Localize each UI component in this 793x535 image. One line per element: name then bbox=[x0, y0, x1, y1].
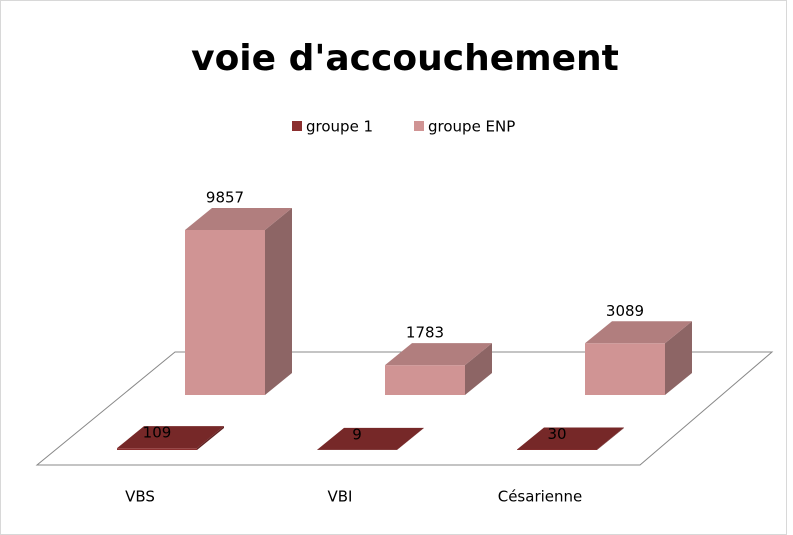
bar-top bbox=[117, 426, 224, 449]
legend-label: groupe ENP bbox=[428, 118, 515, 136]
value-label: 1783 bbox=[406, 324, 444, 342]
bar-side bbox=[665, 321, 692, 395]
bar-top bbox=[517, 427, 624, 450]
bar-top bbox=[185, 208, 292, 230]
bar bbox=[585, 321, 692, 395]
legend-swatch bbox=[414, 121, 424, 131]
x-tick-label: VBS bbox=[125, 488, 155, 506]
value-label: 3089 bbox=[606, 302, 644, 320]
bar-front bbox=[117, 448, 197, 450]
bar-top bbox=[385, 343, 492, 366]
legend-swatch bbox=[292, 121, 302, 131]
bar-front bbox=[517, 449, 597, 450]
bar-side bbox=[465, 343, 492, 395]
bar-front bbox=[585, 343, 665, 395]
bar-front bbox=[185, 230, 265, 395]
bar-top bbox=[585, 321, 692, 344]
bar-side bbox=[265, 208, 292, 395]
bar-side bbox=[597, 427, 624, 450]
bar-top bbox=[317, 427, 424, 450]
value-label: 30 bbox=[547, 425, 566, 443]
x-tick-label: VBI bbox=[328, 488, 353, 506]
chart-title: voie d'accouchement bbox=[191, 38, 619, 79]
bar bbox=[117, 426, 224, 450]
value-label: 109 bbox=[143, 424, 172, 442]
bar bbox=[185, 208, 292, 395]
bar bbox=[517, 427, 624, 450]
value-label: 9 bbox=[352, 425, 362, 443]
x-tick-label: Césarienne bbox=[498, 488, 583, 506]
value-label: 9857 bbox=[206, 189, 244, 207]
bar-side bbox=[397, 427, 424, 450]
bar-front bbox=[385, 365, 465, 395]
bar bbox=[385, 343, 492, 395]
bar bbox=[317, 427, 424, 450]
legend-label: groupe 1 bbox=[306, 118, 373, 136]
bar-side bbox=[197, 426, 224, 450]
